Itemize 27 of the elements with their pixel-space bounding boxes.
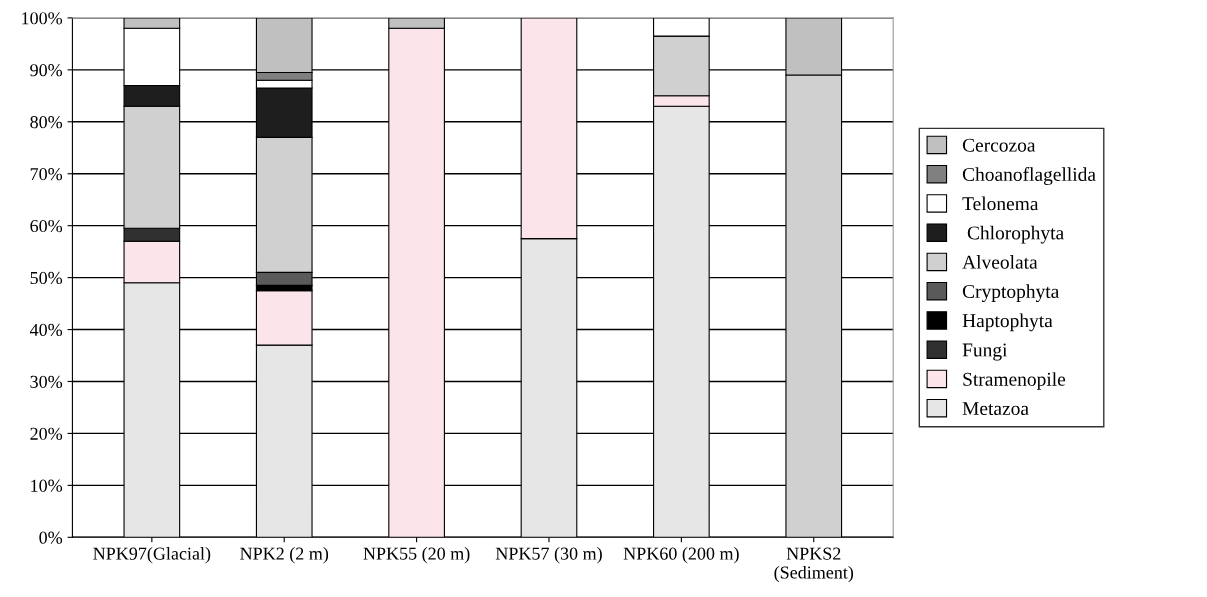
x-tick-label: NPK57 (30 m) bbox=[495, 547, 602, 564]
y-tick-label: 40% bbox=[29, 323, 63, 337]
legend-label: Chlorophyta bbox=[967, 225, 1064, 244]
x-tick-label: NPKS2 (Sediment) bbox=[774, 547, 854, 583]
y-tick-label: 50% bbox=[30, 271, 63, 285]
legend-label: Fungi bbox=[962, 343, 1008, 361]
x-tick-label: NPK97(Glacial) bbox=[93, 547, 211, 564]
y-tick-label: 20% bbox=[30, 427, 63, 440]
x-tick-label: NPK60 (200 m) bbox=[623, 547, 739, 564]
legend-label: Choanoflagellida bbox=[962, 167, 1096, 185]
y-tick-label: 90% bbox=[30, 64, 63, 77]
legend-label: Haptophyta bbox=[962, 313, 1053, 332]
legend-label: Cercozoa bbox=[962, 138, 1036, 152]
y-tick-label: 60% bbox=[30, 219, 63, 233]
legend-label: Metazoa bbox=[962, 402, 1029, 416]
y-tick-label: 70% bbox=[30, 167, 63, 181]
legend-label: Alveolata bbox=[962, 255, 1038, 269]
y-tick-label: 10% bbox=[31, 479, 63, 492]
x-tick-label: NPK2 (2 m) bbox=[240, 547, 329, 564]
x-tick-label: NPK55 (20 m) bbox=[363, 547, 470, 564]
y-tick-label: 0% bbox=[39, 531, 63, 544]
y-tick-label: 100% bbox=[22, 12, 63, 25]
legend-label: Telonema bbox=[962, 196, 1039, 211]
y-tick-label: 80% bbox=[30, 116, 63, 129]
y-tick-label: 30% bbox=[30, 375, 63, 388]
legend-label: Stramenopile bbox=[963, 372, 1066, 390]
legend-label: Cryptophyta bbox=[962, 284, 1060, 302]
